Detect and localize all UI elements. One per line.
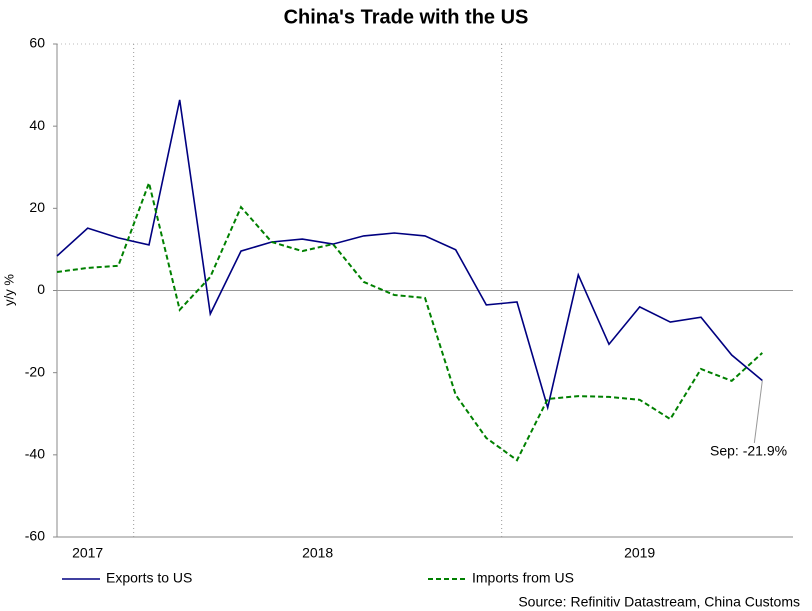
x-tick-label: 2019: [624, 545, 655, 561]
y-tick-label: 0: [37, 281, 45, 297]
legend-label: Exports to US: [106, 570, 192, 586]
y-tick-label: 20: [29, 199, 45, 215]
annotation-leader: [753, 380, 763, 444]
y-tick-label: 40: [29, 117, 45, 133]
chart-title: China's Trade with the US: [284, 6, 529, 28]
y-tick-label: -60: [25, 528, 45, 544]
series-line: [56, 99, 763, 411]
y-tick-label: -20: [25, 363, 45, 379]
x-tick-label: 2018: [302, 545, 333, 561]
series-line: [56, 179, 763, 462]
y-tick-label: -40: [25, 446, 45, 462]
annotation: Sep: -21.9%: [710, 443, 787, 459]
y-axis-label: y/y %: [1, 274, 16, 306]
source: Source: Refinitiv Datastream, China Cust…: [518, 594, 800, 610]
legend-label: Imports from US: [472, 570, 574, 586]
y-tick-label: 60: [29, 35, 45, 51]
x-tick-label: 2017: [72, 545, 103, 561]
